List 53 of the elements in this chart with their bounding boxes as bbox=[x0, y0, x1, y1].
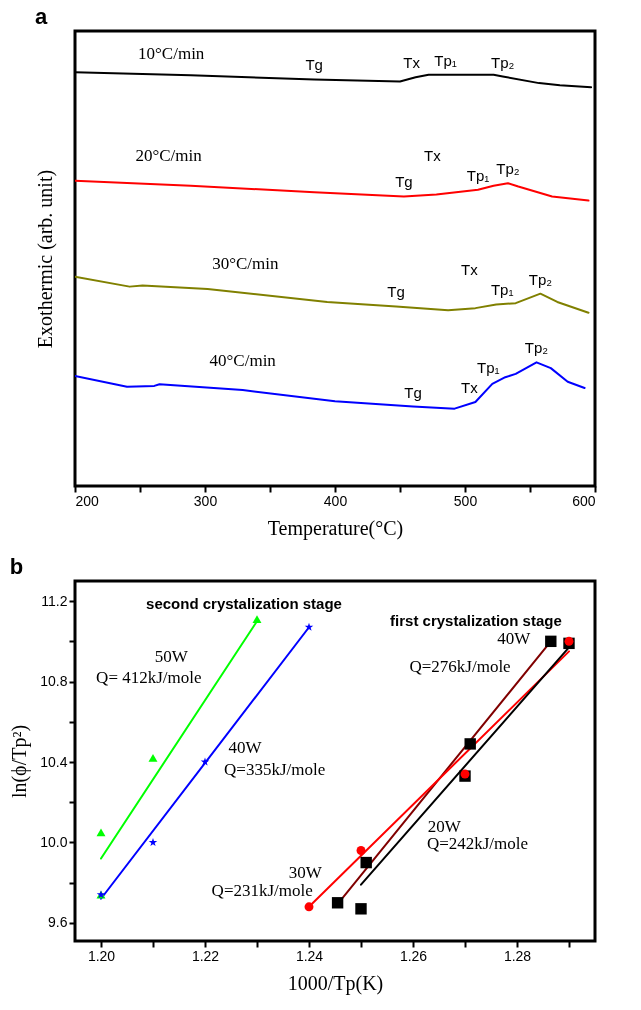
x-axis-title: 1000/Tp(K) bbox=[287, 971, 384, 995]
annotation: Tp₁ bbox=[490, 281, 514, 299]
annotation: Tg bbox=[305, 56, 323, 74]
annotation: Tg bbox=[387, 283, 405, 301]
y-tick-label: 11.2 bbox=[41, 592, 68, 609]
series-label: Q=276kJ/mole bbox=[409, 657, 511, 677]
annotation: first crystalization stage bbox=[390, 611, 562, 629]
annotation: Tp₁ bbox=[434, 51, 457, 69]
annotation: Tp₂ bbox=[528, 270, 553, 288]
series-label: 30°C/min bbox=[212, 254, 279, 274]
annotation: Tp₂ bbox=[496, 160, 520, 178]
annotation: Tx bbox=[461, 261, 479, 279]
annotation: 40W bbox=[228, 738, 263, 758]
x-tick-label: 1.26 bbox=[399, 947, 428, 964]
annotation: Tx bbox=[424, 147, 442, 165]
annotation: Tp₁ bbox=[477, 358, 500, 376]
x-tick-label: 200 bbox=[75, 492, 100, 509]
annotation: Tp₂ bbox=[524, 339, 549, 357]
annotation: Tg bbox=[395, 173, 413, 191]
x-axis-title: Temperature(°C) bbox=[267, 516, 404, 540]
y-tick-label: 10.4 bbox=[40, 753, 68, 770]
annotation: 50W bbox=[154, 647, 189, 667]
y-tick-label: 10.0 bbox=[40, 833, 68, 850]
annotation: Tx bbox=[461, 379, 479, 397]
x-tick-label: 1.20 bbox=[87, 947, 116, 964]
series-label: Q=242kJ/mole bbox=[426, 834, 529, 854]
annotation: second crystalization stage bbox=[146, 595, 342, 613]
series-label: 20°C/min bbox=[135, 145, 203, 165]
x-tick-label: 1.24 bbox=[295, 947, 324, 964]
annotation: Tp₂ bbox=[491, 53, 515, 71]
x-tick-label: 300 bbox=[193, 492, 218, 509]
x-tick-label: 400 bbox=[323, 492, 348, 509]
series-label: 10°C/min bbox=[138, 43, 205, 63]
annotation: Tg bbox=[404, 383, 422, 401]
annotation: 20W bbox=[427, 816, 462, 836]
y-axis-title: ln(ϕ/Tp²) bbox=[8, 724, 32, 799]
chart-title: a bbox=[35, 4, 48, 29]
series-label: 40°C/min bbox=[209, 351, 277, 371]
series-label: Q=335kJ/mole bbox=[224, 760, 326, 780]
x-tick-label: 1.22 bbox=[191, 947, 220, 964]
y-axis-title: Exothermic (arb. unit) bbox=[33, 169, 57, 349]
series-label: Q=231kJ/mole bbox=[211, 880, 313, 900]
y-tick-label: 10.8 bbox=[40, 673, 68, 690]
series-label: Q= 412kJ/mole bbox=[96, 667, 202, 687]
annotation: Tp₁ bbox=[466, 166, 490, 184]
chart-title: b bbox=[9, 554, 24, 579]
x-tick-label: 500 bbox=[453, 492, 478, 509]
annotation: 30W bbox=[288, 862, 323, 882]
annotation: Tx bbox=[403, 54, 421, 72]
y-tick-label: 9.6 bbox=[48, 914, 68, 931]
x-tick-label: 600 bbox=[572, 492, 596, 509]
annotation: 40W bbox=[497, 629, 532, 649]
x-tick-label: 1.28 bbox=[503, 947, 532, 964]
